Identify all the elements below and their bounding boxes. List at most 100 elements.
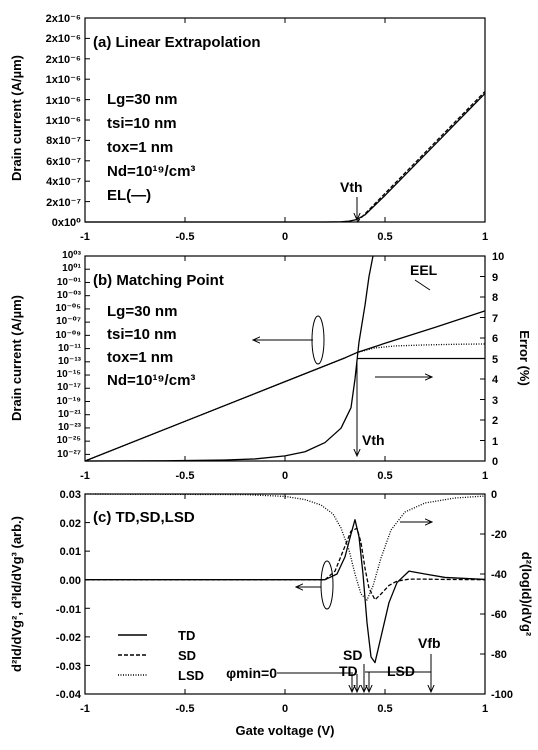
tick-label: 0 — [491, 489, 497, 501]
tick-label: 7 — [492, 313, 498, 325]
tick-label: 0x10⁰ — [52, 217, 81, 229]
tick-label: -20 — [491, 529, 507, 541]
tick-label: 5 — [492, 354, 498, 366]
tick-label: 10⁻⁰⁹ — [55, 330, 81, 341]
panel-title-a: (a) Linear Extrapolation — [93, 34, 261, 51]
param-text: tox=1 nm — [107, 349, 173, 366]
tick-label: 2x10⁻⁶ — [46, 33, 81, 45]
y-axis-label-c: d²Id/dVg², d³Id/dVg³ (arb.) — [9, 516, 24, 672]
tick-label: 1x10⁻⁶ — [46, 95, 81, 107]
series-line-drain-current — [85, 93, 486, 223]
tick-label: 0 — [282, 231, 288, 243]
tick-label: 10⁻¹⁹ — [57, 396, 82, 407]
tick-label: 4x10⁻⁷ — [46, 176, 81, 188]
x-tick-marks-c — [84, 494, 486, 694]
series-line-sd — [85, 527, 486, 601]
panel-b: -1 -0.5 0 0.5 1 10⁰³ 10⁰¹ 10⁻⁰¹ 10⁻⁰³ 10… — [9, 250, 532, 482]
tick-label: 3 — [492, 395, 498, 407]
x-tick-marks-a — [84, 18, 486, 222]
tick-label: -40 — [491, 569, 507, 581]
legend-label-sd: SD — [178, 648, 196, 663]
param-text: tox=1 nm — [107, 139, 173, 156]
y2-axis-label-b: Error (%) — [517, 330, 532, 386]
tick-label: 10⁻¹¹ — [58, 343, 82, 354]
tick-label: 10⁻²⁷ — [57, 449, 81, 460]
series-group-a — [85, 90, 486, 223]
tick-label: 10⁻⁰³ — [57, 290, 82, 301]
tick-label: 10⁻¹³ — [58, 356, 82, 367]
param-text: Nd=10¹⁹/cm³ — [107, 163, 195, 180]
tick-label: 10⁰³ — [62, 250, 82, 261]
tick-label: 10⁰¹ — [62, 263, 82, 274]
vth-annotation-a: Vth — [340, 179, 363, 195]
tick-label: 9 — [492, 272, 498, 284]
tick-label: 0.01 — [60, 546, 81, 558]
td-annotation: TD — [339, 663, 358, 679]
tick-label: -0.01 — [56, 604, 81, 616]
param-text: Lg=30 nm — [107, 303, 177, 320]
tick-label: -0.5 — [176, 703, 195, 715]
tick-label: -60 — [491, 609, 507, 621]
y-tick-marks-a — [85, 17, 90, 223]
tick-label: 0 — [282, 470, 288, 482]
tick-label: 10⁻²¹ — [58, 409, 82, 420]
panel-title-c: (c) TD,SD,LSD — [93, 509, 195, 526]
param-text: tsi=10 nm — [107, 115, 177, 132]
series-line-error — [84, 255, 374, 462]
sd-annotation: SD — [343, 647, 362, 663]
tick-label: 10⁻¹⁷ — [57, 382, 81, 393]
tick-label: 6 — [492, 333, 498, 345]
tick-label: -0.04 — [56, 689, 82, 701]
tick-label: 1 — [482, 703, 488, 715]
tick-label: 10⁻²³ — [58, 422, 82, 433]
param-text: EL(—) — [107, 187, 151, 204]
tick-label: 0.5 — [377, 703, 392, 715]
tick-label: -80 — [491, 649, 507, 661]
tick-label: -1 — [80, 470, 90, 482]
vth-annotation-b: Vth — [362, 432, 385, 448]
tick-label: 1 — [482, 231, 488, 243]
tick-label: 6x10⁻⁷ — [46, 156, 81, 168]
y-axis-label-a: Drain current (A/µm) — [9, 55, 24, 181]
tick-label: 0.00 — [60, 575, 81, 587]
y-axis-label-b: Drain current (A/µm) — [9, 295, 24, 421]
tick-label: 1 — [492, 436, 498, 448]
curve-group-ellipse-b — [311, 315, 325, 365]
vfb-annotation: Vfb — [418, 635, 441, 651]
lsd-annotation: LSD — [387, 663, 415, 679]
param-text: tsi=10 nm — [107, 326, 177, 343]
tick-label: -0.03 — [56, 661, 81, 673]
y2-axis-label-c: d²(logId)/dVg² — [519, 552, 534, 637]
tick-label: 10 — [492, 251, 504, 263]
tick-label: 0.5 — [377, 470, 392, 482]
tick-label: 1x10⁻⁶ — [46, 115, 81, 127]
panel-title-b: (b) Matching Point — [93, 272, 224, 289]
legend-label-lsd: LSD — [178, 668, 204, 683]
y-tick-marks-c — [85, 493, 485, 695]
param-text: Lg=30 nm — [107, 91, 177, 108]
legend-c: TD SD LSD — [118, 628, 204, 683]
tick-label: -1 — [80, 231, 90, 243]
tick-label: 4 — [492, 374, 499, 386]
series-group-b — [84, 255, 486, 462]
tick-label: 0.02 — [60, 518, 81, 530]
eel-pointer — [414, 279, 431, 291]
tick-label: 10⁻⁰⁷ — [56, 316, 81, 327]
eel-annotation: EEL — [410, 262, 438, 278]
tick-label: 2x10⁻⁷ — [46, 197, 81, 209]
series-line-td — [85, 519, 486, 664]
tick-label: 2x10⁻⁶ — [46, 54, 81, 66]
panel-c: -1 -0.5 0 0.5 1 -0.04 -0.03 -0.02 -0.01 … — [9, 489, 534, 738]
param-text: Nd=10¹⁹/cm³ — [107, 372, 195, 389]
tick-label: 10⁻²⁵ — [57, 435, 82, 446]
phi-min-annotation: φmin=0 — [226, 665, 277, 681]
tick-label: -0.5 — [176, 470, 195, 482]
tick-label: -0.02 — [56, 632, 81, 644]
panel-a: -1 -0.5 0 0.5 1 0x10⁰ 2x10⁻⁷ 4x10⁻⁷ 6x10… — [9, 13, 488, 243]
tick-label: 0 — [282, 703, 288, 715]
tick-label: 0.03 — [60, 489, 81, 501]
tick-label: 10⁻¹⁵ — [57, 369, 82, 380]
tick-label: 8x10⁻⁷ — [46, 135, 81, 147]
